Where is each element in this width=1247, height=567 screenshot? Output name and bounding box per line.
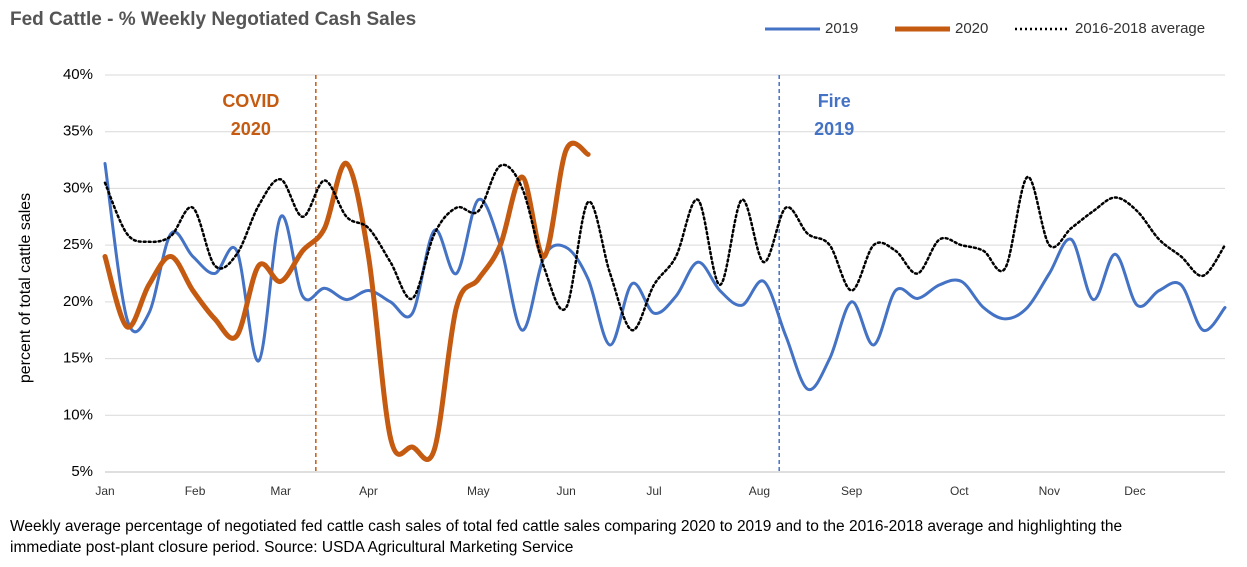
x-tick-label: Jun [556,484,575,498]
y-tick-label: 10% [63,406,93,423]
x-tick-label: Oct [950,484,969,498]
x-tick-label: Dec [1124,484,1145,498]
y-tick-label: 20% [63,293,93,310]
legend-label: 2019 [825,20,858,37]
x-tick-label: Feb [185,484,206,498]
series-line [103,163,1227,332]
x-tick-label: Sep [841,484,863,498]
x-tick-label: Jul [646,484,661,498]
annotation-text: 2019 [814,119,854,139]
caption: Weekly average percentage of negotiated … [10,518,1123,556]
y-tick-label: 5% [71,463,93,480]
y-tick-label: 40% [63,66,93,83]
legend-label: 2020 [955,20,988,37]
x-tick-label: Jan [95,484,114,498]
annotation-text: COVID [222,91,279,111]
annotation-text: Fire [818,91,851,111]
x-tick-label: Apr [359,484,378,498]
x-tick-label: May [467,484,490,498]
series-line [102,140,591,462]
y-tick-label: 35% [63,123,93,140]
y-axis-label: percent of total cattle sales [17,193,34,383]
chart: Fed Cattle - % Weekly Negotiated Cash Sa… [10,9,1227,498]
legend-label: 2016-2018 average [1075,20,1205,37]
x-tick-label: Aug [749,484,770,498]
x-tick-label: Mar [270,484,291,498]
series-line [103,161,1227,392]
annotation-text: 2020 [231,119,271,139]
y-tick-label: 25% [63,236,93,253]
y-tick-label: 30% [63,179,93,196]
y-tick-label: 15% [63,350,93,367]
chart-title: Fed Cattle - % Weekly Negotiated Cash Sa… [10,9,416,30]
x-tick-label: Nov [1039,484,1060,498]
